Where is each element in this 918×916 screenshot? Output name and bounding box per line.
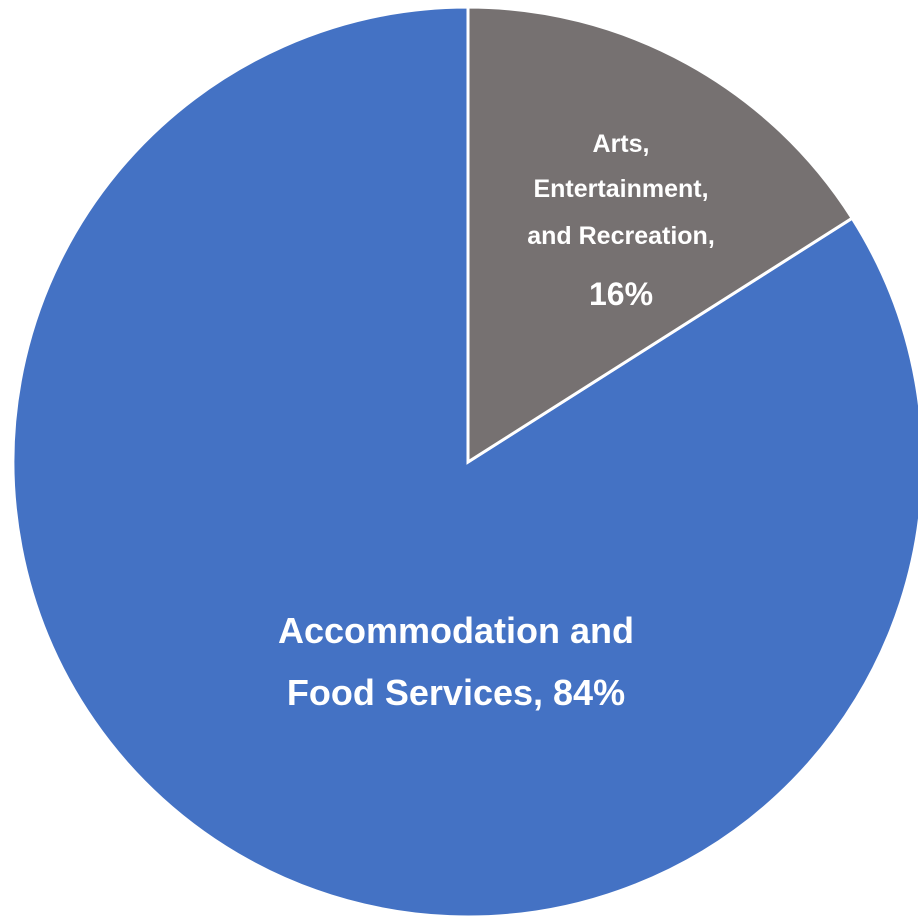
label-arts-line-1: Arts,: [593, 130, 650, 158]
label-accommodation-line-1: Accommodation and: [278, 610, 634, 651]
label-arts-line-2: Entertainment,: [533, 175, 708, 203]
label-accommodation-line-2: Food Services, 84%: [287, 672, 625, 713]
label-arts-line-3: and Recreation,: [527, 222, 715, 250]
slice-accommodation-food-services: [11, 5, 918, 916]
label-arts-percent: 16%: [589, 276, 653, 312]
slice-arts-entertainment-recreation: [466, 5, 855, 465]
